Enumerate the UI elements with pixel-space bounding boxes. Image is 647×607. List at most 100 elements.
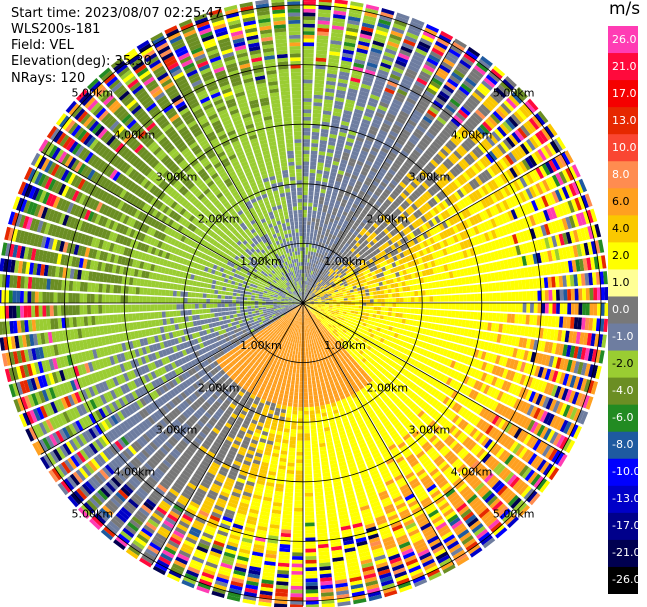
velocity-gate xyxy=(305,593,319,598)
velocity-gate xyxy=(303,329,305,333)
velocity-gate xyxy=(316,169,323,174)
velocity-gate xyxy=(572,244,579,258)
velocity-gate xyxy=(363,245,370,251)
velocity-gate xyxy=(298,410,303,415)
velocity-gate xyxy=(406,291,411,297)
velocity-gate xyxy=(443,317,448,325)
velocity-gate xyxy=(512,233,519,245)
velocity-gate xyxy=(336,276,341,281)
velocity-gate xyxy=(380,290,385,295)
velocity-gate xyxy=(422,248,428,256)
velocity-gate xyxy=(409,285,414,291)
velocity-gate xyxy=(408,195,416,203)
velocity-gate xyxy=(446,123,456,133)
velocity-gate xyxy=(300,362,303,367)
velocity-gate xyxy=(430,260,436,268)
velocity-gate xyxy=(379,272,385,277)
velocity-gate xyxy=(482,253,489,263)
velocity-gate xyxy=(510,149,521,161)
velocity-gate xyxy=(329,133,337,139)
velocity-gate xyxy=(494,128,505,140)
velocity-gate xyxy=(299,373,303,378)
velocity-gate xyxy=(563,289,568,301)
velocity-gate xyxy=(364,215,371,222)
velocity-gate xyxy=(488,150,498,161)
velocity-gate xyxy=(369,306,374,310)
velocity-gate xyxy=(434,119,445,128)
velocity-gate xyxy=(309,172,316,177)
velocity-gate xyxy=(306,285,309,289)
velocity-gate xyxy=(316,38,329,44)
velocity-gate xyxy=(367,132,376,139)
velocity-gate xyxy=(390,148,399,156)
velocity-gate xyxy=(398,223,405,230)
velocity-gate xyxy=(307,285,310,289)
velocity-gate xyxy=(312,279,315,283)
velocity-gate xyxy=(408,224,415,231)
velocity-gate xyxy=(422,30,436,40)
velocity-gate xyxy=(499,141,510,153)
velocity-gate xyxy=(485,293,490,302)
velocity-gate xyxy=(522,230,530,242)
velocity-gate xyxy=(369,246,375,252)
velocity-gate xyxy=(311,432,317,437)
velocity-gate xyxy=(374,269,380,275)
velocity-gate xyxy=(316,42,328,48)
velocity-gate xyxy=(526,242,533,253)
velocity-gate xyxy=(315,292,319,295)
velocity-gate xyxy=(443,264,449,272)
velocity-gate xyxy=(311,131,320,137)
velocity-gate xyxy=(352,203,358,209)
velocity-gate xyxy=(319,292,324,296)
velocity-gate xyxy=(418,206,426,215)
velocity-gate xyxy=(335,282,340,286)
velocity-gate xyxy=(311,267,315,271)
velocity-gate xyxy=(401,128,411,137)
velocity-gate xyxy=(471,131,482,142)
velocity-gate xyxy=(483,232,491,242)
velocity-gate xyxy=(436,37,450,47)
velocity-gate xyxy=(392,298,397,303)
velocity-gate xyxy=(507,303,512,312)
velocity-gate xyxy=(366,243,372,249)
velocity-gate xyxy=(384,307,389,312)
velocity-gate xyxy=(322,114,331,119)
velocity-gate xyxy=(501,225,508,236)
velocity-gate xyxy=(506,169,515,180)
velocity-gate xyxy=(308,281,311,286)
velocity-gate xyxy=(441,175,450,185)
velocity-gate xyxy=(317,245,321,250)
velocity-gate xyxy=(331,282,336,286)
velocity-gate xyxy=(432,309,437,316)
velocity-gate xyxy=(333,10,347,16)
velocity-gate xyxy=(305,556,317,560)
velocity-gate xyxy=(303,381,308,385)
velocity-gate xyxy=(489,303,493,312)
velocity-gate xyxy=(529,290,534,301)
velocity-gate xyxy=(363,257,369,262)
velocity-gate xyxy=(429,143,439,153)
velocity-gate xyxy=(303,16,316,21)
velocity-gate xyxy=(437,258,443,266)
velocity-gate xyxy=(552,289,557,301)
velocity-gate xyxy=(323,103,333,108)
velocity-gate xyxy=(317,300,322,302)
velocity-gate xyxy=(365,231,371,237)
velocity-gate xyxy=(427,128,438,137)
velocity-gate xyxy=(536,225,544,238)
velocity-gate xyxy=(376,72,388,80)
velocity-gate xyxy=(306,277,309,282)
velocity-gate xyxy=(313,297,318,300)
velocity-gate xyxy=(326,73,337,79)
velocity-gate xyxy=(303,347,306,352)
velocity-gate xyxy=(317,27,330,33)
velocity-gate xyxy=(443,107,454,117)
velocity-gate xyxy=(344,171,352,178)
velocity-gate xyxy=(528,170,538,183)
velocity-gate xyxy=(413,51,426,60)
velocity-gate xyxy=(395,287,400,293)
velocity-gate xyxy=(309,236,313,241)
velocity-gate xyxy=(419,234,426,241)
velocity-gate xyxy=(328,296,333,299)
velocity-gate xyxy=(403,161,412,169)
